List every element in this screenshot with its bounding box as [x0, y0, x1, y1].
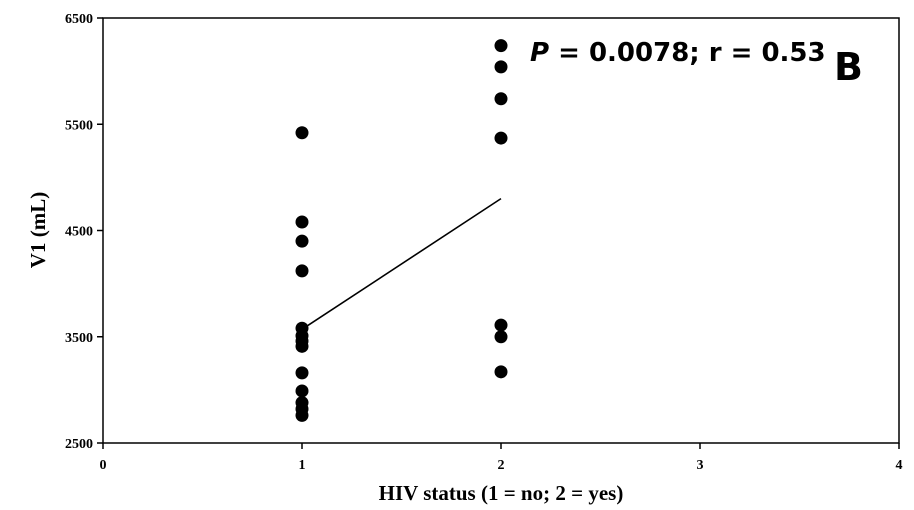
x-tick-label: 3 — [697, 458, 704, 473]
data-point — [295, 339, 309, 353]
data-point — [494, 365, 508, 379]
data-point — [295, 384, 309, 398]
stats-values: = 0.0078; r = 0.53 — [549, 38, 826, 68]
data-point — [295, 215, 309, 229]
y-tick-label: 3500 — [65, 331, 93, 346]
data-point — [494, 318, 508, 332]
x-axis: 0 1 2 3 4 — [100, 443, 903, 473]
data-point — [494, 131, 508, 145]
regression-line — [301, 197, 502, 330]
data-point — [295, 234, 309, 248]
y-tick-label: 4500 — [65, 225, 93, 240]
data-points — [295, 39, 508, 422]
plot-frame — [102, 17, 900, 444]
data-point — [494, 60, 508, 74]
data-point — [295, 408, 309, 422]
panel-label: B — [834, 45, 863, 89]
x-tick-label: 0 — [100, 458, 107, 473]
y-tick-label: 5500 — [65, 118, 93, 133]
data-point — [295, 126, 309, 140]
data-point — [494, 92, 508, 106]
y-axis: 2500 3500 4500 5500 6500 — [65, 12, 103, 452]
x-tick-label: 2 — [498, 458, 505, 473]
x-axis-title: HIV status (1 = no; 2 = yes) — [379, 481, 624, 505]
data-point — [295, 366, 309, 380]
x-tick-label: 1 — [299, 458, 306, 473]
data-point — [494, 39, 508, 53]
x-tick-label: 4 — [896, 458, 903, 473]
y-axis-title: V1 (mL) — [26, 192, 50, 268]
y-tick-label: 2500 — [65, 437, 93, 452]
p-symbol: P — [530, 38, 549, 68]
data-point — [295, 264, 309, 278]
y-tick-label: 6500 — [65, 12, 93, 27]
data-point — [494, 330, 508, 344]
stats-annotation: P = 0.0078; r = 0.53 — [530, 38, 826, 68]
